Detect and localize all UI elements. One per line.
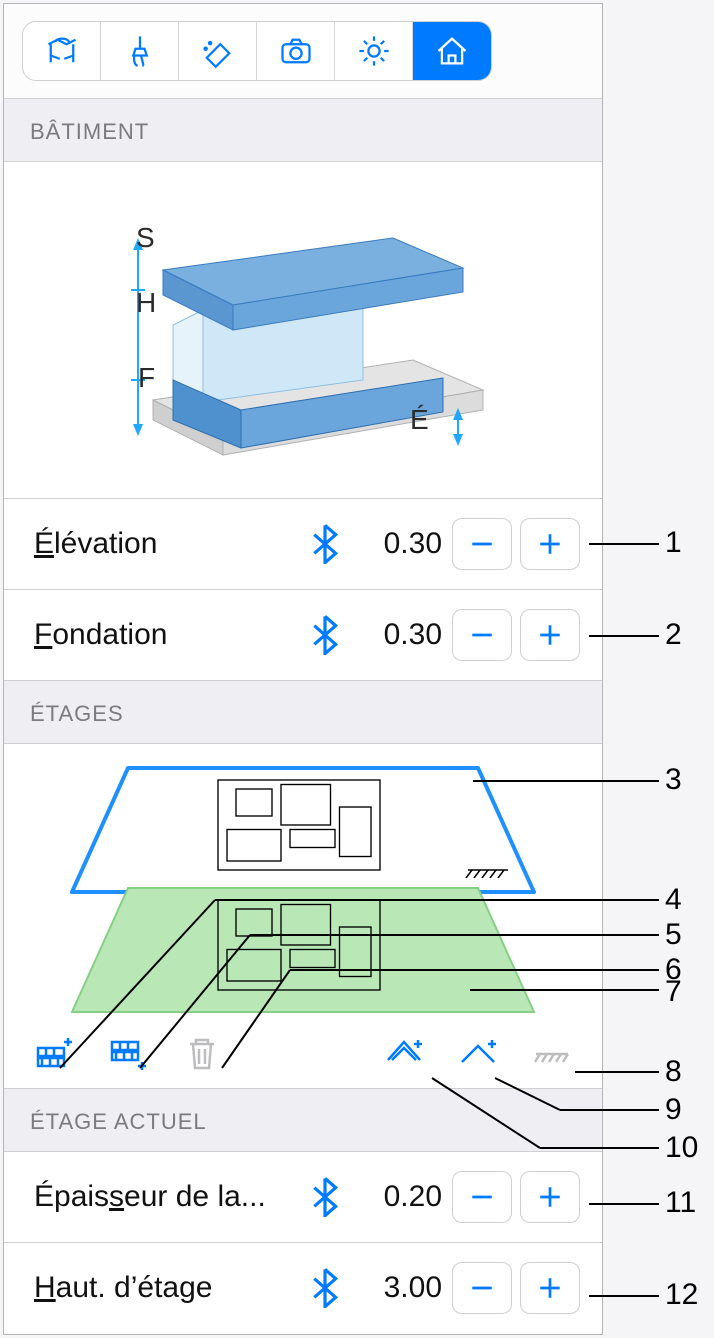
bluetooth-slab[interactable] [310,1177,340,1217]
toolbar-camera[interactable] [257,22,335,80]
sun-icon [356,33,392,69]
ground-icon [532,1034,572,1074]
add-floor-below-icon [108,1034,148,1074]
floors-area [4,744,602,1089]
building-diagram-svg [93,180,513,480]
bluetooth-icon [310,1177,340,1217]
bluetooth-icon [310,524,340,564]
callout-8: 8 [665,1055,682,1089]
add-floor-above-button[interactable] [34,1034,74,1074]
callout-2: 2 [665,618,682,652]
bluetooth-foundation[interactable] [310,615,340,655]
stepper-foundation [452,609,580,661]
dec-height[interactable] [452,1262,512,1314]
stepper-height [452,1262,580,1314]
section-header-current-floor: ÉTAGE ACTUEL [4,1089,602,1152]
ground-level-button[interactable] [532,1034,572,1074]
delete-floor-button[interactable] [182,1034,222,1074]
add-floor-below-button[interactable] [108,1034,148,1074]
label-elevation: Élévation [34,527,310,561]
minus-icon [469,622,495,648]
plus-icon [537,531,563,557]
gable-icon [458,1034,498,1074]
plus-icon [537,1275,563,1301]
label-height: Haut. d’étage [34,1271,310,1305]
add-gable-button[interactable] [458,1034,498,1074]
callout-11: 11 [665,1186,696,1220]
floor-stack [34,762,572,1022]
toolbar-eraser[interactable] [179,22,257,80]
row-elevation: Élévation 0.30 [4,499,602,590]
value-height[interactable]: 3.00 [352,1271,442,1305]
brush-icon [122,33,158,69]
callout-9: 9 [665,1093,682,1127]
floor-tile-lower[interactable] [68,882,538,1032]
main-toolbar [4,4,602,99]
minus-icon [469,1275,495,1301]
toolbar-brush[interactable] [101,22,179,80]
add-roof-button[interactable] [384,1034,424,1074]
row-slab: Épaisseur de la... 0.20 [4,1152,602,1243]
house-icon [434,33,470,69]
callout-10: 10 [665,1131,698,1165]
inc-elevation[interactable] [520,518,580,570]
plus-icon [537,622,563,648]
minus-icon [469,531,495,557]
section-header-floors: ÉTAGES [4,681,602,744]
dec-slab[interactable] [452,1171,512,1223]
callout-5: 5 [665,918,682,952]
stepper-slab [452,1171,580,1223]
camera-icon [278,33,314,69]
bluetooth-height[interactable] [310,1268,340,1308]
plus-icon [537,1184,563,1210]
caliper-icon [44,33,80,69]
value-elevation[interactable]: 0.30 [352,527,442,561]
callouts-overlay: 1 2 3 4 5 6 7 8 9 10 11 12 [603,0,711,1338]
trash-icon [182,1034,222,1074]
callout-4: 4 [665,883,682,917]
value-slab[interactable]: 0.20 [352,1180,442,1214]
stepper-elevation [452,518,580,570]
diagram-label-s: S [136,222,155,254]
eraser-icon [200,33,236,69]
row-height: Haut. d’étage 3.00 [4,1243,602,1334]
callout-1: 1 [665,526,682,560]
toolbar-house[interactable] [413,22,491,80]
callout-6: 6 [665,953,682,987]
inc-slab[interactable] [520,1171,580,1223]
toolbar-caliper[interactable] [23,22,101,80]
bluetooth-elevation[interactable] [310,524,340,564]
value-foundation[interactable]: 0.30 [352,618,442,652]
roof-icon [384,1034,424,1074]
building-diagram: S H F É [4,162,602,499]
add-floor-above-icon [34,1034,74,1074]
callout-7: 7 [665,975,682,1009]
inc-height[interactable] [520,1262,580,1314]
label-slab: Épaisseur de la... [34,1180,310,1214]
bluetooth-icon [310,1268,340,1308]
minus-icon [469,1184,495,1210]
callout-12: 12 [665,1278,698,1312]
dec-elevation[interactable] [452,518,512,570]
row-foundation: Fondation 0.30 [4,590,602,681]
section-header-building: BÂTIMENT [4,99,602,162]
diagram-label-e: É [410,404,429,436]
toolbar-sun[interactable] [335,22,413,80]
callout-3: 3 [665,763,682,797]
diagram-label-h: H [136,287,156,319]
label-foundation: Fondation [34,618,310,652]
diagram-label-f: F [138,362,155,394]
inc-foundation[interactable] [520,609,580,661]
dec-foundation[interactable] [452,609,512,661]
bluetooth-icon [310,615,340,655]
toolbar-segment [22,21,492,81]
